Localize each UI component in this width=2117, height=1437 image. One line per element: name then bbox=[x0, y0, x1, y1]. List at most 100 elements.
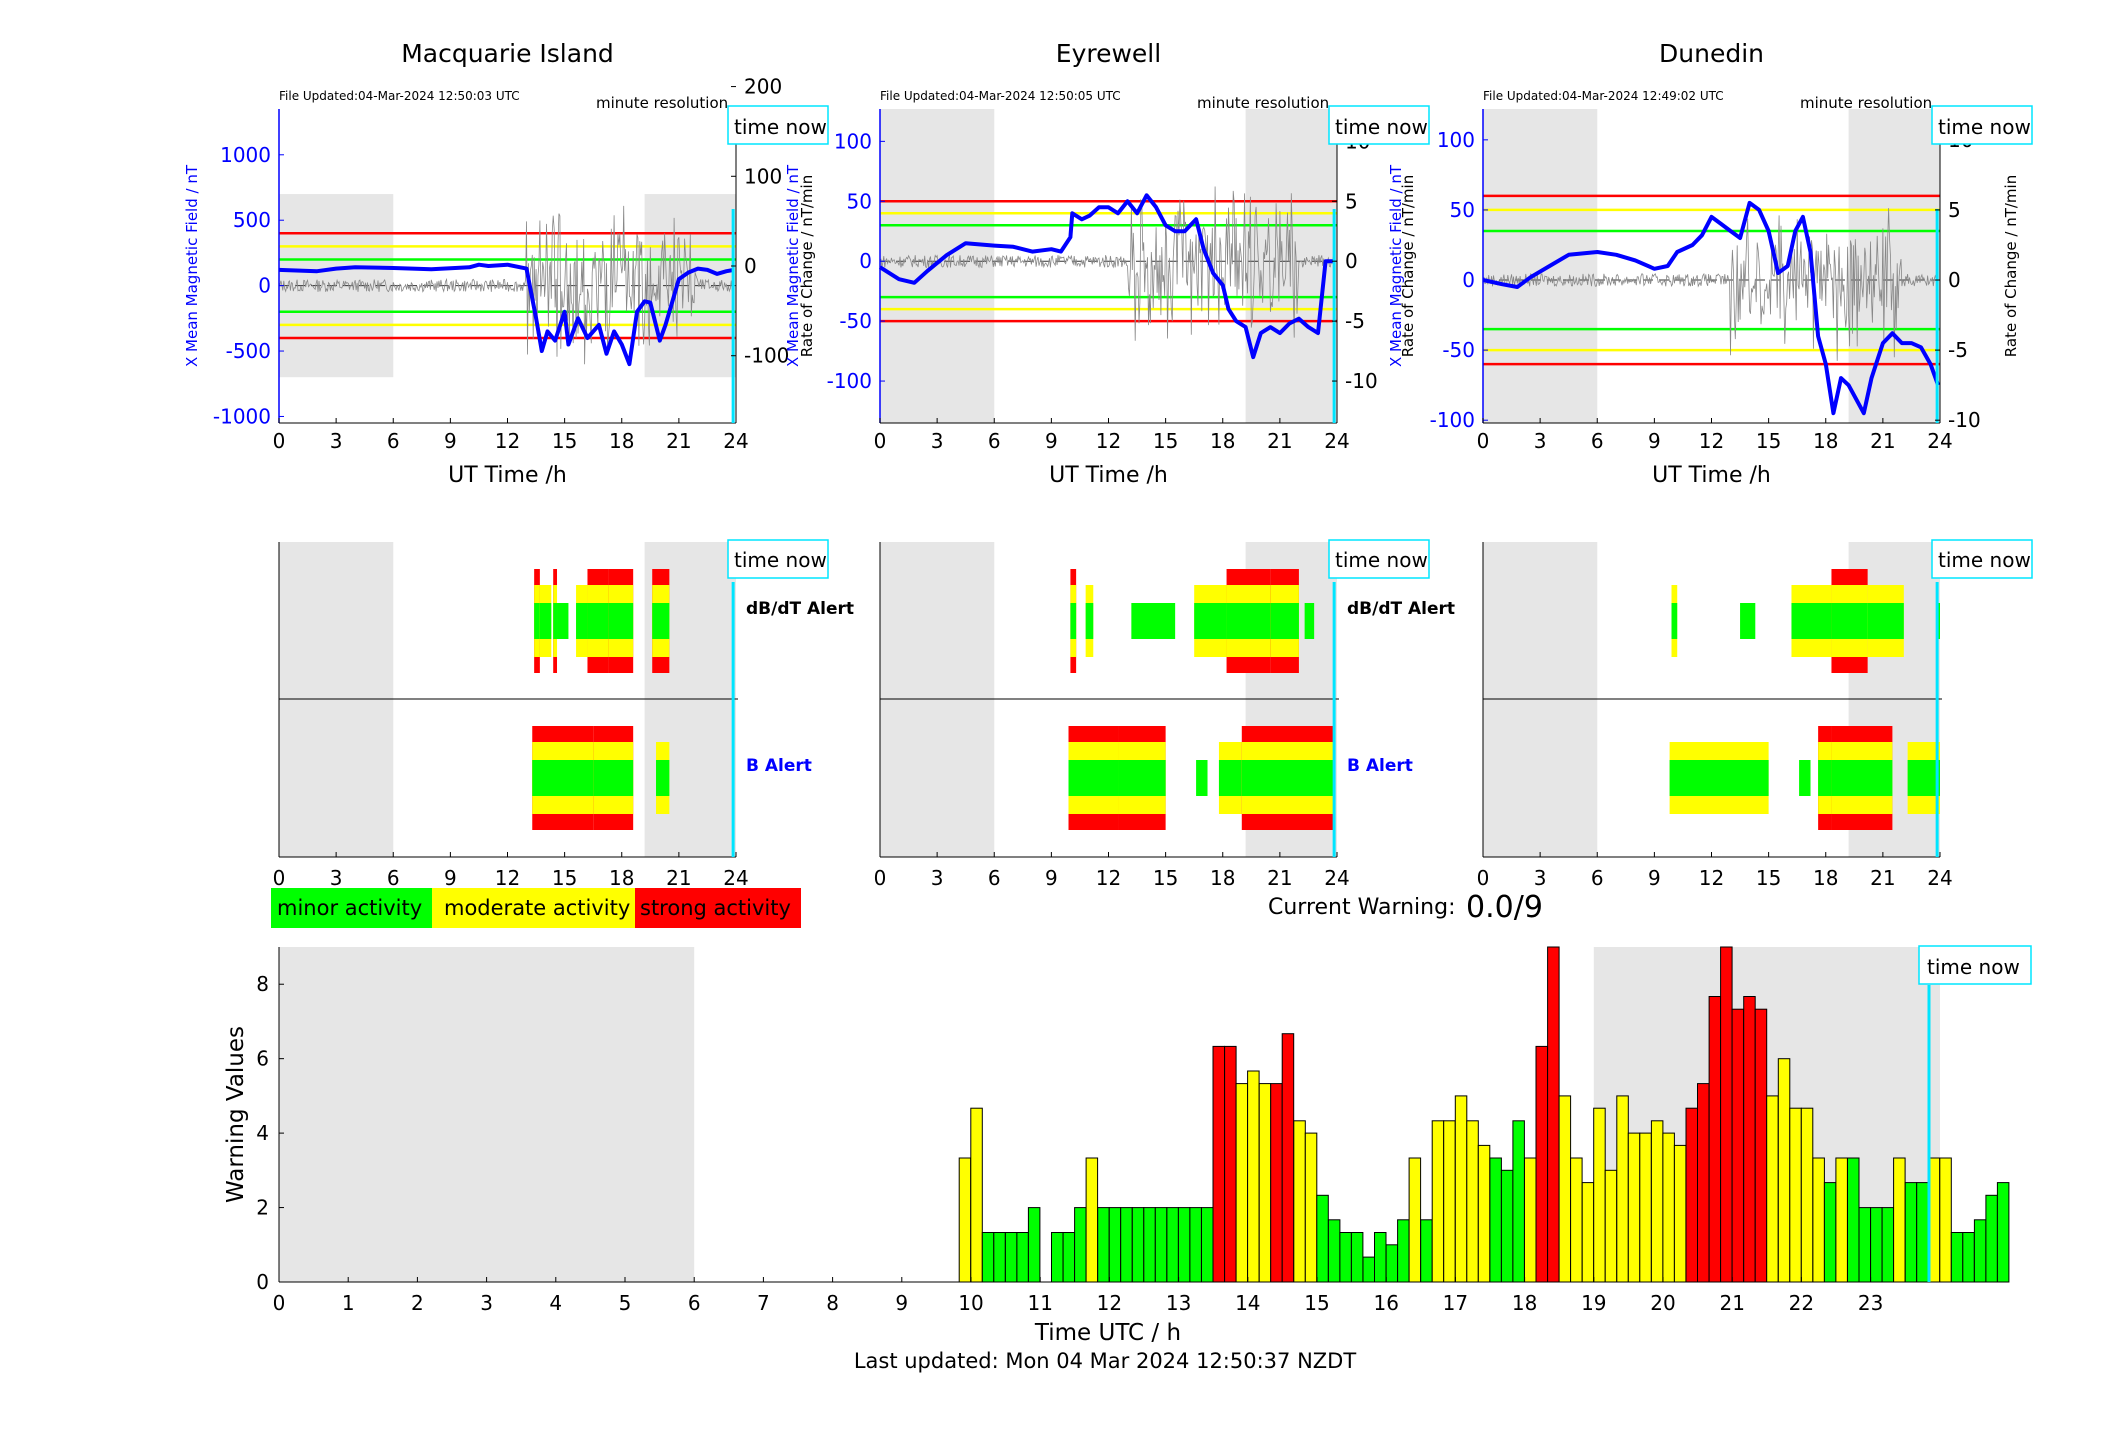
warning-bar bbox=[1720, 946, 1733, 1283]
x-tick-label: 15 bbox=[552, 429, 577, 453]
x-tick-label: 24 bbox=[1927, 429, 1952, 453]
alert-x-tick-label: 24 bbox=[723, 866, 748, 890]
warning-bar bbox=[1420, 1219, 1433, 1283]
warning-bar bbox=[1247, 1070, 1260, 1283]
x-tick-label: 12 bbox=[495, 429, 520, 453]
x-tick-label: 9 bbox=[444, 429, 457, 453]
warning-bar bbox=[1950, 1232, 1964, 1283]
left-tick-label: 1000 bbox=[220, 143, 271, 167]
warning-x-tick-label: 9 bbox=[895, 1291, 908, 1315]
dbdt-alert-bar-green bbox=[553, 603, 558, 639]
dbdt-alert-bar-green bbox=[1270, 603, 1299, 639]
alert-time-now-label: time now bbox=[1938, 548, 2031, 572]
warning-bar bbox=[1904, 1182, 1918, 1283]
x-tick-label: 9 bbox=[1045, 429, 1058, 453]
alert-x-tick-label: 24 bbox=[1927, 866, 1952, 890]
legend-moderate-swatch bbox=[432, 888, 635, 928]
warning-bar bbox=[1489, 1157, 1502, 1283]
warning-bar bbox=[993, 1232, 1006, 1283]
right-tick-label: -100 bbox=[744, 344, 789, 368]
station-title: Dunedin bbox=[1659, 39, 1764, 68]
warning-bar bbox=[1108, 1207, 1122, 1283]
warning-x-tick-label: 18 bbox=[1512, 1291, 1537, 1315]
dbdt-alert-bar-green bbox=[1226, 603, 1271, 639]
warning-bar bbox=[1766, 1095, 1779, 1283]
x-axis-label: UT Time /h bbox=[1652, 463, 1771, 488]
x-tick-label: 15 bbox=[1153, 429, 1178, 453]
warning-bar bbox=[1466, 1120, 1479, 1283]
warning-bar bbox=[981, 1232, 995, 1283]
file-updated-text: File Updated:04-Mar-2024 12:50:05 UTC bbox=[880, 89, 1121, 103]
magnetic-field-series bbox=[278, 262, 735, 367]
time-now-label: time now bbox=[1335, 115, 1428, 139]
left-tick-label: 0 bbox=[258, 274, 271, 298]
warning-bar bbox=[1166, 1207, 1179, 1283]
warning-x-tick-label: 19 bbox=[1581, 1291, 1606, 1315]
minute-resolution-text: minute resolution bbox=[1197, 94, 1329, 112]
warning-bar bbox=[1212, 1045, 1225, 1283]
warning-x-tick-label: 6 bbox=[688, 1291, 701, 1315]
alert-x-tick-label: 21 bbox=[666, 866, 691, 890]
magnetic-field-series bbox=[1482, 200, 1940, 416]
warning-bar bbox=[1350, 1232, 1364, 1283]
warning-bar bbox=[1177, 1207, 1191, 1283]
x-tick-label: 21 bbox=[1870, 429, 1895, 453]
legend-minor-label: minor activity bbox=[277, 896, 422, 920]
station-panel: Macquarie Island10005000-500-10002001000… bbox=[183, 39, 854, 890]
time-now-label: time now bbox=[734, 115, 827, 139]
warning-bar bbox=[1074, 1207, 1087, 1283]
magnetic-field-series bbox=[878, 193, 1336, 360]
right-axis-label: Rate of Change / nT/min bbox=[2002, 175, 2020, 357]
dbdt-alert-bar-green bbox=[652, 603, 670, 639]
warning-x-tick-label: 13 bbox=[1166, 1291, 1191, 1315]
left-axis-label: X Mean Magnetic Field / nT bbox=[1387, 164, 1405, 367]
right-tick-label: -5 bbox=[1345, 309, 1365, 333]
rate-of-change-trace bbox=[1482, 208, 1938, 361]
left-tick-label: -50 bbox=[1442, 338, 1475, 362]
station-title: Macquarie Island bbox=[401, 39, 614, 68]
x-axis-label: UT Time /h bbox=[448, 463, 567, 488]
x-tick-label: 6 bbox=[988, 429, 1001, 453]
quiet-period-shade bbox=[1848, 109, 1940, 423]
alert-x-tick-label: 18 bbox=[1813, 866, 1838, 890]
right-tick-label: 0 bbox=[1345, 249, 1358, 273]
x-tick-label: 0 bbox=[874, 429, 887, 453]
warning-bar bbox=[1673, 1144, 1687, 1283]
station-panel: Eyrewell100500-50-1001050-5-100369121518… bbox=[784, 39, 1455, 890]
last-updated-text: Last updated: Mon 04 Mar 2024 12:50:37 N… bbox=[854, 1349, 1357, 1373]
left-axis-label: X Mean Magnetic Field / nT bbox=[183, 164, 201, 367]
warning-x-tick-label: 3 bbox=[480, 1291, 493, 1315]
warning-time-now-box bbox=[1918, 945, 2032, 985]
warning-bar bbox=[1835, 1157, 1848, 1283]
alert-x-tick-label: 0 bbox=[1477, 866, 1490, 890]
quiet-period-shade bbox=[1245, 109, 1337, 423]
dbdt-alert-bar-green bbox=[1671, 603, 1678, 639]
warning-bar bbox=[1593, 1107, 1606, 1283]
dbdt-alert-bar-green bbox=[539, 603, 552, 639]
x-tick-label: 3 bbox=[1534, 429, 1547, 453]
quiet-period-shade bbox=[1483, 109, 1598, 423]
dbdt-alert-bar-green bbox=[1791, 603, 1832, 639]
warning-bar bbox=[1385, 1244, 1399, 1283]
alert-time-now-box bbox=[1931, 539, 2033, 579]
warning-bar bbox=[1004, 1232, 1018, 1283]
warning-bar bbox=[1362, 1256, 1375, 1283]
b-alert-bar-green bbox=[1907, 760, 1940, 796]
station-panels: Macquarie Island10005000-500-10002001000… bbox=[183, 39, 2033, 890]
current-warning-label: Current Warning: bbox=[1268, 895, 1455, 920]
b-alert-bar-green bbox=[1799, 760, 1811, 796]
warning-bar bbox=[1316, 1194, 1329, 1283]
warning-y-tick-label: 6 bbox=[256, 1047, 269, 1071]
alert-x-tick-label: 6 bbox=[387, 866, 400, 890]
time-now-box bbox=[727, 105, 829, 145]
minute-resolution-text: minute resolution bbox=[1800, 94, 1932, 112]
warning-bar bbox=[1870, 1207, 1883, 1283]
warning-bar bbox=[1893, 1157, 1906, 1283]
dbdt-alert-bar-green bbox=[1867, 603, 1904, 639]
left-tick-label: 0 bbox=[859, 249, 872, 273]
warning-bar bbox=[1823, 1182, 1837, 1283]
right-tick-label: 5 bbox=[1345, 189, 1358, 213]
station-title: Eyrewell bbox=[1056, 39, 1161, 68]
warning-bar bbox=[1201, 1207, 1214, 1283]
